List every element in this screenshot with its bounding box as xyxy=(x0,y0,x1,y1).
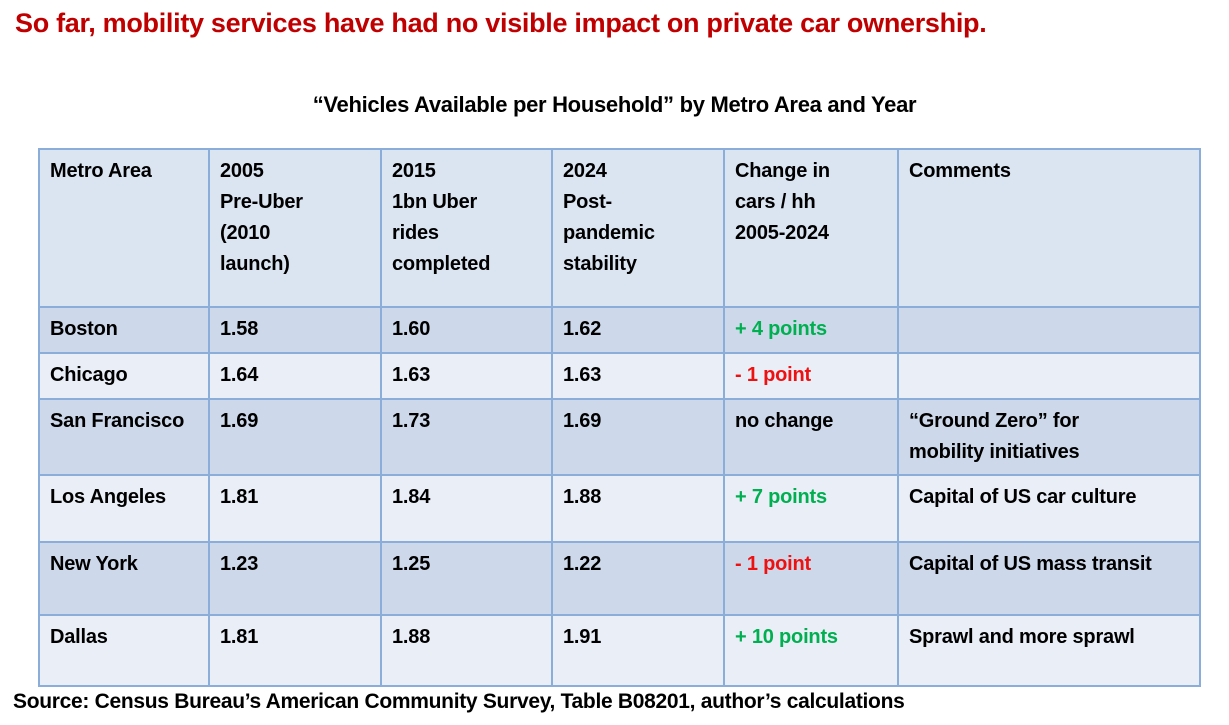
column-header-metro-area: Metro Area xyxy=(38,148,210,308)
cell-2024: 1.88 xyxy=(551,474,725,543)
cell-metro: San Francisco xyxy=(38,398,210,476)
column-header-2005: 2005 Pre-Uber (2010 launch) xyxy=(208,148,382,308)
table-row: Dallas 1.81 1.88 1.91 + 10 points Sprawl… xyxy=(38,614,1201,687)
cell-change: + 4 points xyxy=(723,306,899,354)
cell-2024: 1.22 xyxy=(551,541,725,616)
cell-comment xyxy=(897,352,1201,400)
table-row: San Francisco 1.69 1.73 1.69 no change “… xyxy=(38,398,1201,476)
cell-2005: 1.81 xyxy=(208,614,382,687)
cell-2005: 1.81 xyxy=(208,474,382,543)
column-header-2015: 2015 1bn Uber rides completed xyxy=(380,148,553,308)
table-caption: “Vehicles Available per Household” by Me… xyxy=(312,92,917,117)
cell-2015: 1.63 xyxy=(380,352,553,400)
cell-change: no change xyxy=(723,398,899,476)
cell-change: - 1 point xyxy=(723,352,899,400)
header-row: Metro Area 2005 Pre-Uber (2010 launch) 2… xyxy=(38,148,1201,308)
cell-2015: 1.73 xyxy=(380,398,553,476)
cell-2015: 1.88 xyxy=(380,614,553,687)
cell-2015: 1.60 xyxy=(380,306,553,354)
cell-2015: 1.84 xyxy=(380,474,553,543)
slide-title: So far, mobility services have had no vi… xyxy=(15,8,987,38)
cell-metro: Chicago xyxy=(38,352,210,400)
cell-comment: “Ground Zero” for mobility initiatives xyxy=(897,398,1201,476)
cell-2005: 1.23 xyxy=(208,541,382,616)
cell-change: - 1 point xyxy=(723,541,899,616)
cell-metro: Los Angeles xyxy=(38,474,210,543)
cell-2005: 1.64 xyxy=(208,352,382,400)
column-header-2024: 2024 Post- pandemic stability xyxy=(551,148,725,308)
cell-2024: 1.69 xyxy=(551,398,725,476)
cell-2024: 1.91 xyxy=(551,614,725,687)
cell-metro: Boston xyxy=(38,306,210,354)
cell-2015: 1.25 xyxy=(380,541,553,616)
column-header-comments: Comments xyxy=(897,148,1201,308)
table-row: Los Angeles 1.81 1.84 1.88 + 7 points Ca… xyxy=(38,474,1201,543)
cell-metro: Dallas xyxy=(38,614,210,687)
cell-comment xyxy=(897,306,1201,354)
vehicles-per-household-table: Metro Area 2005 Pre-Uber (2010 launch) 2… xyxy=(38,148,1201,687)
table-row: Chicago 1.64 1.63 1.63 - 1 point xyxy=(38,352,1201,400)
column-header-change: Change in cars / hh 2005-2024 xyxy=(723,148,899,308)
cell-metro: New York xyxy=(38,541,210,616)
cell-2024: 1.62 xyxy=(551,306,725,354)
cell-2024: 1.63 xyxy=(551,352,725,400)
cell-change: + 10 points xyxy=(723,614,899,687)
source-note: Source: Census Bureau’s American Communi… xyxy=(13,690,905,713)
table-row: New York 1.23 1.25 1.22 - 1 point Capita… xyxy=(38,541,1201,616)
cell-comment: Sprawl and more sprawl xyxy=(897,614,1201,687)
cell-2005: 1.58 xyxy=(208,306,382,354)
table-row: Boston 1.58 1.60 1.62 + 4 points xyxy=(38,306,1201,354)
cell-comment: Capital of US car culture xyxy=(897,474,1201,543)
cell-change: + 7 points xyxy=(723,474,899,543)
cell-2005: 1.69 xyxy=(208,398,382,476)
cell-comment: Capital of US mass transit xyxy=(897,541,1201,616)
